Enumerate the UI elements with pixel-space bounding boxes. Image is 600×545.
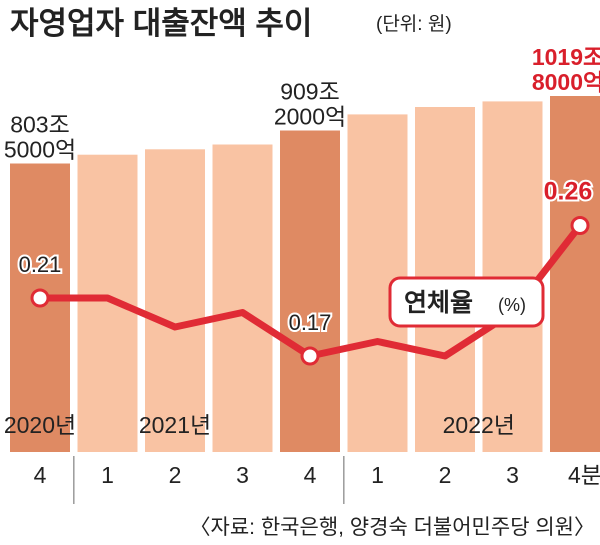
bar-0 (10, 163, 70, 452)
year-label: 2020년 (4, 412, 76, 438)
bar-value-label: 8000억 (532, 69, 600, 95)
x-tick-label: 1 (101, 462, 114, 488)
line-point-label: 0.21 (19, 252, 62, 277)
x-tick-label: 4 (34, 462, 47, 488)
x-tick-label: 2 (169, 462, 182, 488)
bar-8 (550, 96, 600, 452)
dividers-group (73, 456, 345, 504)
legend-series-unit: (%) (498, 295, 526, 315)
line-legend: 연체율 (%) (388, 276, 545, 328)
bar-value-label: 909조 (280, 79, 340, 105)
bar-value-label: 2000억 (274, 104, 346, 130)
line-point-label: 0.17 (289, 310, 332, 335)
x-tick-label: 4분기 (568, 462, 600, 488)
bar-4 (280, 130, 340, 452)
line-point-marker (30, 288, 50, 308)
bar-value-label: 1019조 (532, 44, 600, 70)
bar-value-label: 5000억 (4, 137, 76, 163)
x-tick-label: 3 (506, 462, 519, 488)
year-label: 2021년 (139, 412, 211, 438)
year-label: 2022년 (443, 412, 515, 438)
line-point-marker (570, 216, 590, 235)
x-tick-label: 2 (439, 462, 452, 488)
unit-note: (단위: 원) (376, 13, 452, 35)
legend-box (388, 276, 545, 328)
legend-series-name: 연체율 (404, 289, 473, 317)
bars-group (10, 96, 600, 453)
x-tick-label: 1 (371, 462, 384, 488)
bar-2 (145, 149, 205, 453)
x-tick-label: 4 (304, 462, 317, 488)
bar-value-label: 803조 (10, 112, 70, 138)
line-point-label: 0.26 (544, 178, 593, 206)
x-tick-label: 3 (236, 462, 249, 488)
source-note: 〈자료: 한국은행, 양경숙 더불어민주당 의원〉 (190, 516, 595, 539)
line-point-marker (300, 346, 320, 366)
bar-3 (212, 144, 273, 452)
chart-title: 자영업자 대출잔액 추이 (10, 6, 312, 41)
